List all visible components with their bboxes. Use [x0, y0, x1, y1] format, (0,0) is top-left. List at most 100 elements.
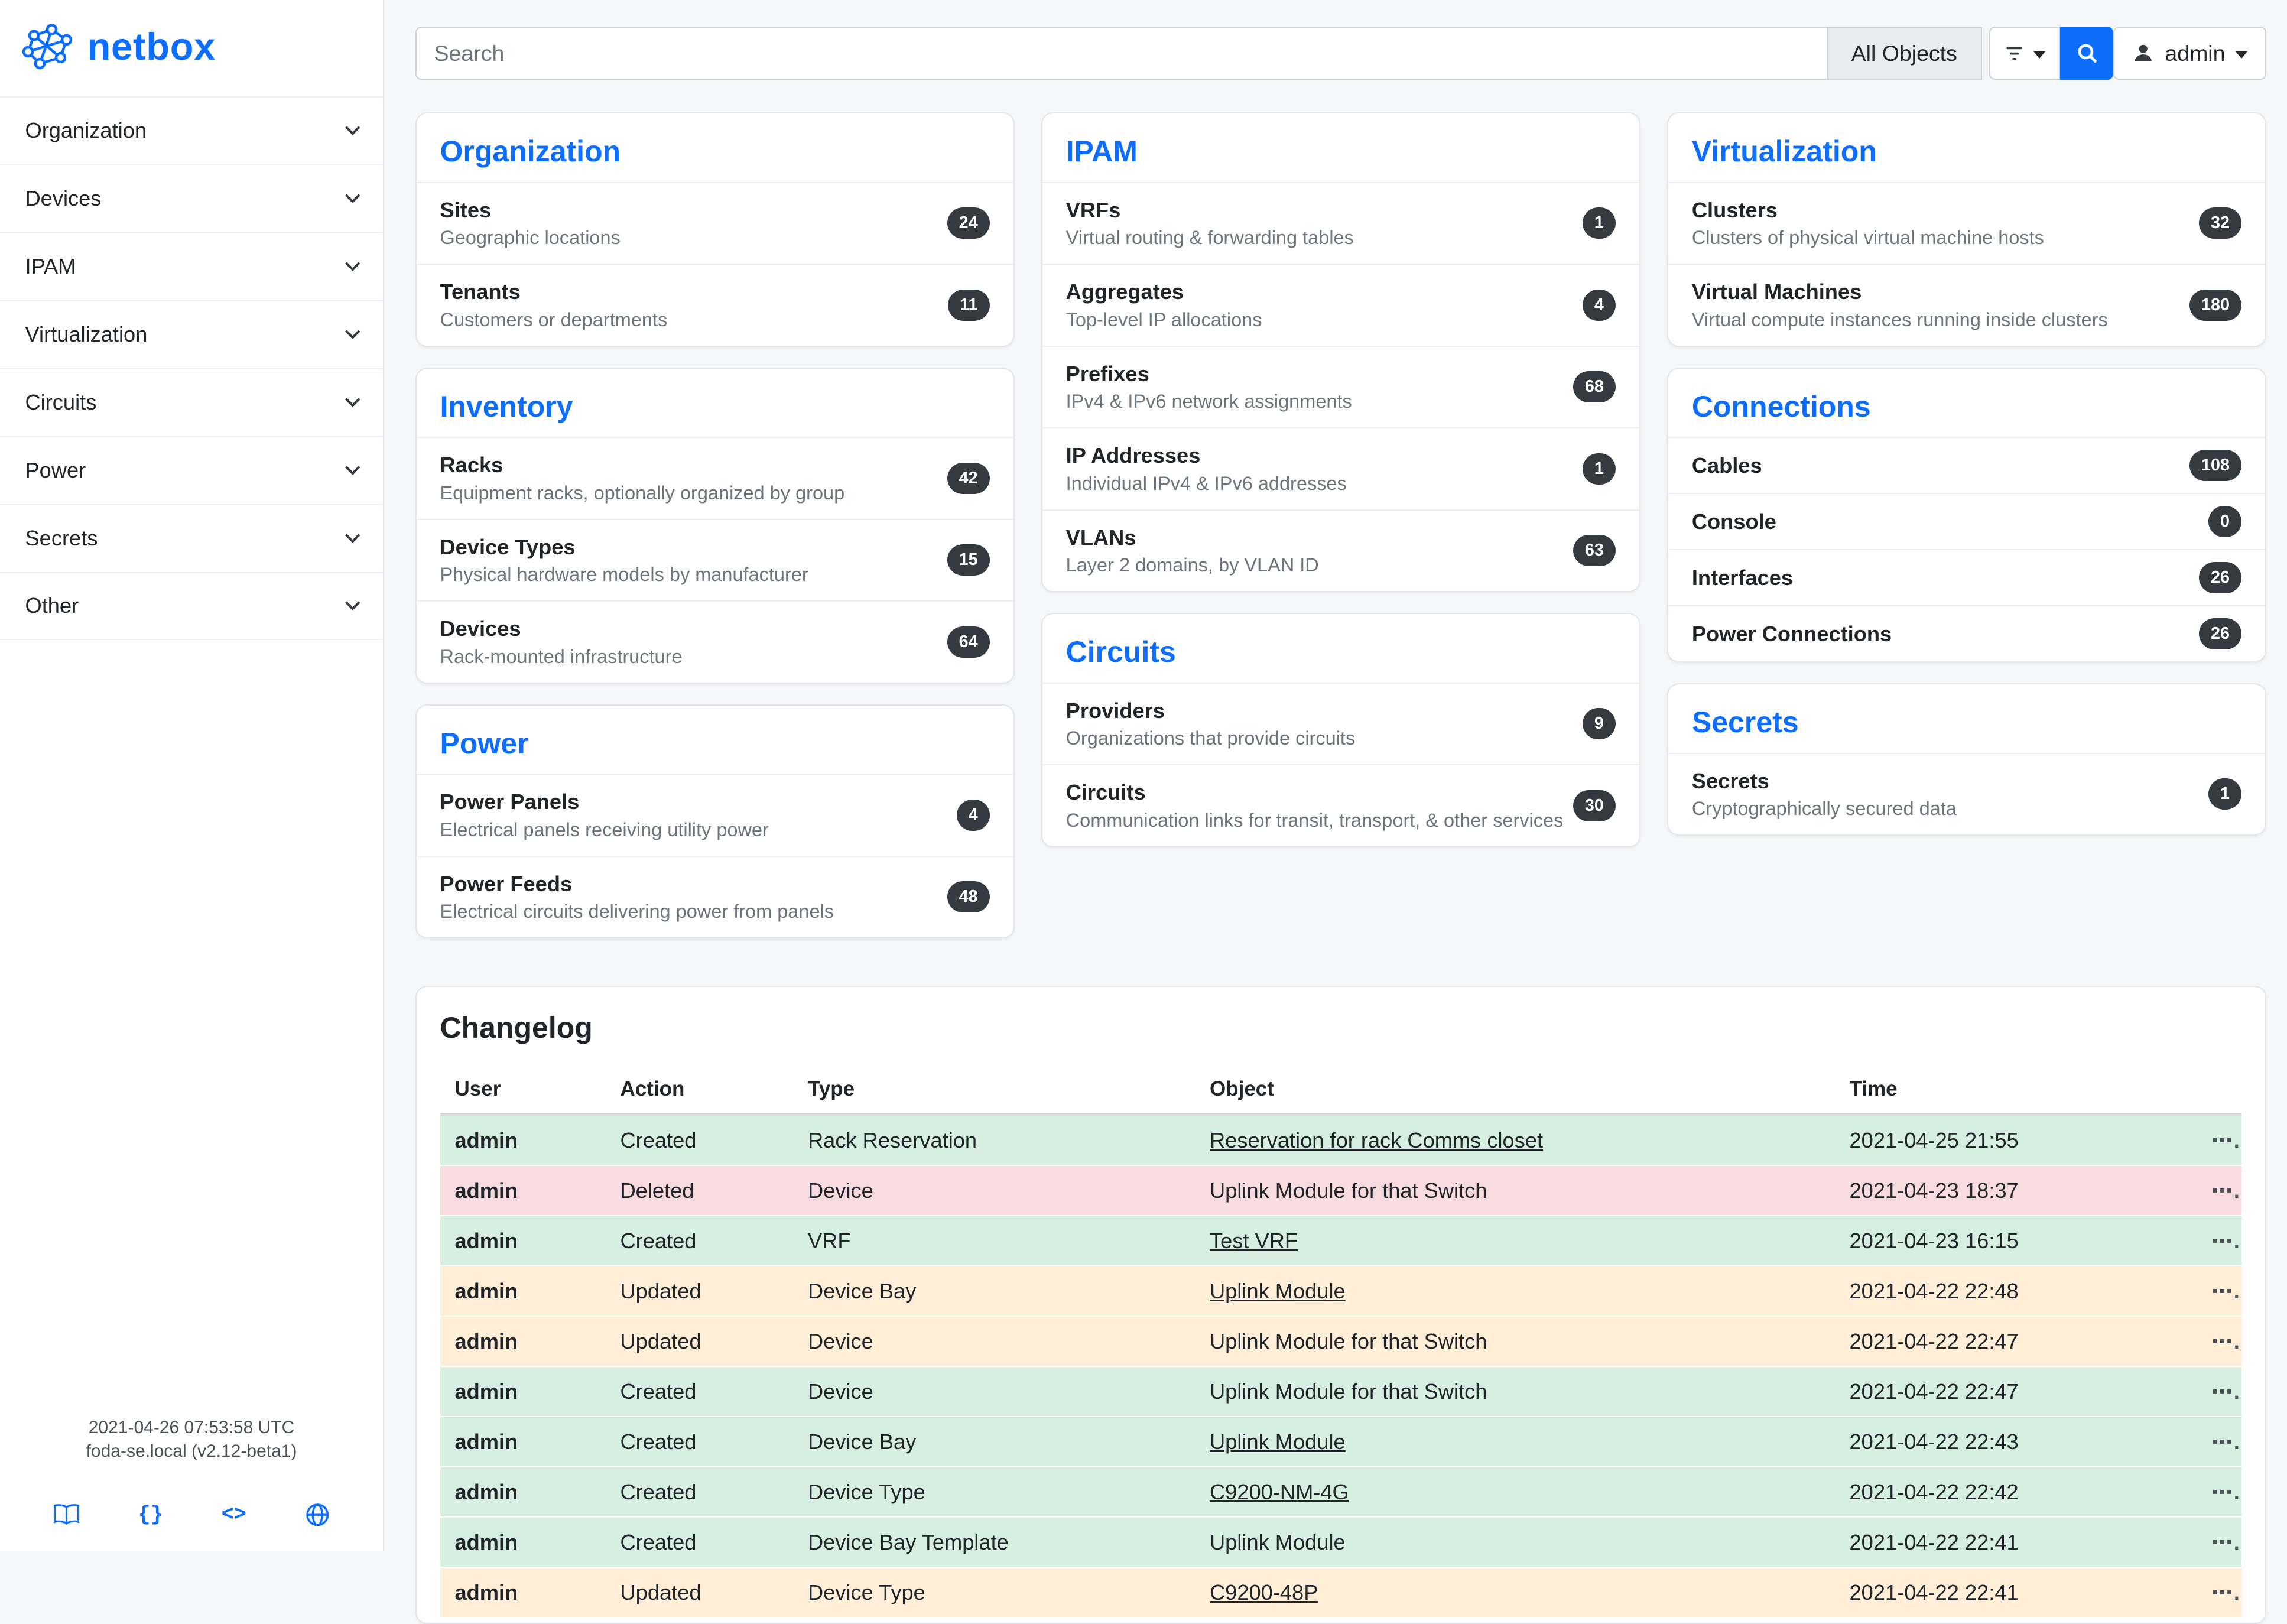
count-badge[interactable]: 26 — [2199, 618, 2241, 649]
changelog-object-link[interactable]: Uplink Module — [1210, 1279, 1346, 1303]
docs-book-icon[interactable] — [53, 1503, 80, 1526]
chevron-down-icon — [345, 121, 360, 135]
count-badge[interactable]: 42 — [947, 463, 990, 494]
item-link[interactable]: Sites — [440, 198, 621, 223]
changelog-action: Created — [606, 1517, 794, 1567]
col-header-action: Action — [606, 1066, 794, 1115]
dashboard-list-item: Devices Rack-mounted infrastructure 64 — [417, 600, 1013, 683]
sidebar-item[interactable]: Devices — [0, 164, 383, 232]
changelog-time: 2021-04-22 22:41 — [1835, 1567, 2197, 1617]
sidebar-item-label: IPAM — [25, 254, 76, 279]
item-link[interactable]: Power Feeds — [440, 872, 834, 897]
count-badge[interactable]: 9 — [1583, 708, 1616, 739]
sidebar-item[interactable]: Virtualization — [0, 300, 383, 368]
item-link[interactable]: Prefixes — [1066, 362, 1352, 386]
col-header-object: Object — [1195, 1066, 1835, 1115]
changelog-object: Test VRF — [1195, 1216, 1835, 1266]
item-link[interactable]: Racks — [440, 453, 845, 478]
dashboard-list-item: VLANs Layer 2 domains, by VLAN ID 63 — [1042, 509, 1639, 592]
changelog-object-link[interactable]: C9200-NM-4G — [1210, 1480, 1349, 1504]
count-badge[interactable]: 68 — [1573, 371, 1616, 402]
item-link[interactable]: VLANs — [1066, 525, 1319, 550]
count-badge[interactable]: 30 — [1573, 790, 1616, 821]
dashboard-list-item: Secrets Cryptographically secured data 1 — [1668, 753, 2265, 835]
count-badge[interactable]: 1 — [2208, 778, 2241, 810]
changelog-object: Uplink Module for that Switch — [1195, 1366, 1835, 1417]
count-badge[interactable]: 1 — [1583, 207, 1616, 239]
ellipsis-indicator: ⋯ — [2197, 1417, 2241, 1467]
changelog-object-link[interactable]: Reservation for rack Comms closet — [1210, 1128, 1543, 1152]
chevron-down-icon — [345, 460, 360, 475]
item-link[interactable]: Interfaces — [1692, 566, 1793, 590]
search-input[interactable] — [415, 27, 1827, 80]
count-badge[interactable]: 48 — [947, 881, 990, 912]
item-link[interactable]: Devices — [440, 616, 683, 641]
count-badge[interactable]: 63 — [1573, 535, 1616, 566]
changelog-row: admin Updated Device Type C9200-48P 2021… — [440, 1567, 2242, 1617]
changelog-object-link: Uplink Module for that Switch — [1210, 1178, 1487, 1203]
item-link[interactable]: VRFs — [1066, 198, 1354, 223]
globe-icon[interactable] — [305, 1502, 330, 1528]
count-badge[interactable]: 32 — [2199, 207, 2241, 239]
changelog-header-row: User Action Type Object Time — [440, 1066, 2242, 1115]
item-link[interactable]: Clusters — [1692, 198, 2044, 223]
item-link[interactable]: Device Types — [440, 535, 808, 560]
rest-api-braces-icon[interactable]: {} — [138, 1503, 163, 1526]
search-filter-button[interactable] — [1989, 27, 2060, 80]
sidebar-item[interactable]: Secrets — [0, 504, 383, 572]
item-link[interactable]: Aggregates — [1066, 280, 1262, 304]
changelog-object-link[interactable]: Uplink Module — [1210, 1430, 1346, 1454]
search-submit-button[interactable] — [2060, 27, 2113, 80]
dashboard-list-item: Providers Organizations that provide cir… — [1042, 683, 1639, 765]
changelog-object-link[interactable]: Test VRF — [1210, 1229, 1298, 1253]
sidebar-footer: 2021-04-26 07:53:58 UTC foda-se.local (v… — [0, 1416, 383, 1551]
sidebar-item[interactable]: Circuits — [0, 368, 383, 436]
item-description: Equipment racks, optionally organized by… — [440, 482, 845, 504]
item-link[interactable]: Cables — [1692, 453, 1762, 478]
object-type-scope-button[interactable]: All Objects — [1827, 27, 1982, 80]
changelog-object-link[interactable]: C9200-48P — [1210, 1580, 1318, 1604]
count-badge[interactable]: 11 — [948, 290, 989, 321]
changelog-object: Uplink Module — [1195, 1417, 1835, 1467]
changelog-time: 2021-04-22 22:43 — [1835, 1417, 2197, 1467]
count-badge[interactable]: 4 — [1583, 290, 1616, 321]
sidebar-item[interactable]: IPAM — [0, 232, 383, 300]
item-link[interactable]: Secrets — [1692, 769, 1957, 794]
user-menu-button[interactable]: admin — [2113, 27, 2266, 80]
changelog-row: admin Updated Device Bay Uplink Module 2… — [440, 1266, 2242, 1316]
count-badge[interactable]: 15 — [947, 544, 990, 576]
count-badge[interactable]: 1 — [1583, 453, 1616, 485]
count-badge[interactable]: 26 — [2199, 562, 2241, 593]
sidebar-item[interactable]: Other — [0, 572, 383, 640]
changelog-user: admin — [440, 1316, 606, 1366]
item-link[interactable]: Providers — [1066, 699, 1356, 723]
dashboard-list-item: Console 0 — [1668, 493, 2265, 549]
item-link[interactable]: Circuits — [1066, 780, 1564, 805]
item-link[interactable]: Console — [1692, 509, 1776, 534]
count-badge[interactable]: 64 — [947, 626, 990, 658]
changelog-object: Uplink Module for that Switch — [1195, 1316, 1835, 1366]
item-link[interactable]: Power Panels — [440, 790, 769, 814]
count-badge[interactable]: 4 — [957, 800, 990, 831]
source-code-icon[interactable]: <> — [222, 1503, 246, 1526]
item-link[interactable]: Virtual Machines — [1692, 280, 2108, 304]
item-description: Top-level IP allocations — [1066, 309, 1262, 331]
sidebar-item[interactable]: Power — [0, 436, 383, 504]
sidebar-item-label: Virtualization — [25, 322, 148, 347]
sidebar: netbox Organization Devices IPAM Virtual… — [0, 0, 384, 1551]
brand-logo[interactable]: netbox — [0, 0, 383, 96]
user-icon — [2132, 42, 2155, 64]
count-badge[interactable]: 24 — [947, 207, 990, 239]
ellipsis-indicator: ⋯ — [2197, 1316, 2241, 1366]
changelog-object-link: Uplink Module — [1210, 1530, 1346, 1554]
item-link[interactable]: Power Connections — [1692, 622, 1892, 647]
dashboard-list-item: Sites Geographic locations 24 — [417, 182, 1013, 264]
sidebar-item[interactable]: Organization — [0, 96, 383, 164]
card-title: Inventory — [417, 369, 1013, 437]
changelog-table: User Action Type Object Time admin Creat… — [440, 1066, 2242, 1617]
count-badge[interactable]: 180 — [2189, 290, 2241, 321]
item-link[interactable]: Tenants — [440, 280, 668, 304]
count-badge[interactable]: 0 — [2208, 506, 2241, 537]
count-badge[interactable]: 108 — [2189, 450, 2241, 481]
item-link[interactable]: IP Addresses — [1066, 443, 1347, 468]
